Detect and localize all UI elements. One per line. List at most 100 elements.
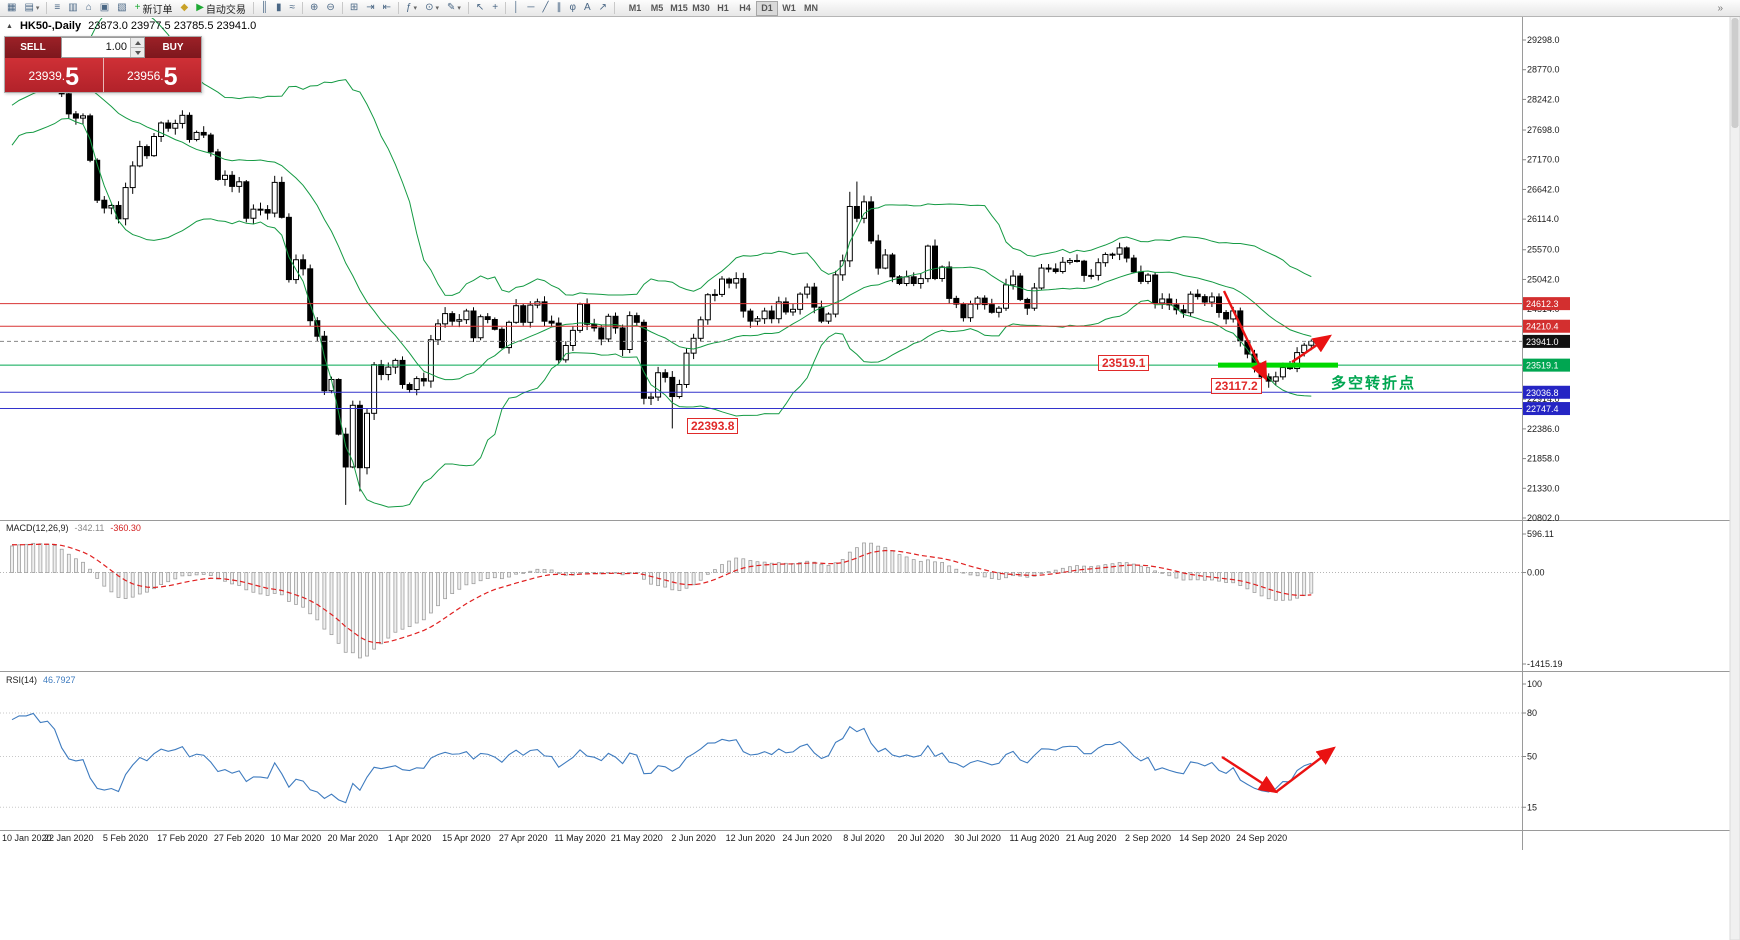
new-chart-button[interactable]: ▦ [3,1,20,16]
chart-note-annotation[interactable]: 多空转折点 [1331,375,1417,392]
chart-bars-icon: ║ [260,2,269,13]
timeframe-w1-button[interactable]: W1 [778,1,800,16]
chart-candles-button[interactable]: ▮ [272,1,286,16]
trendline-tool-icon: ╱ [542,2,549,13]
chart-line-icon: ≈ [289,2,296,13]
sell-price-button[interactable]: 23939. 5 [5,58,104,92]
templates-icon: ✎ [446,2,456,13]
data-window-icon: ▥ [68,2,78,13]
toolbar-separator [505,2,507,14]
zoom-in-button[interactable]: ⊕ [306,1,322,16]
svg-text:23036.8: 23036.8 [1526,388,1559,398]
timeframe-m30-button[interactable]: M30 [690,1,712,16]
triangle-down-icon [134,50,141,55]
svg-text:17 Feb 2020: 17 Feb 2020 [157,833,208,843]
timeframe-m1-button[interactable]: M1 [624,1,646,16]
buy-price-base: 23956. [126,69,164,83]
horizontal-levels [0,303,1522,410]
volume-value: 1.00 [105,41,127,53]
timeframe-d1-button[interactable]: D1 [756,0,779,16]
timeframe-m5-button[interactable]: M5 [646,1,668,16]
svg-text:28770.0: 28770.0 [1527,65,1560,75]
svg-text:21330.0: 21330.0 [1527,483,1560,493]
buy-button[interactable]: BUY [145,37,201,58]
metaeditor-icon: ◆ [180,2,189,13]
text-tool-button[interactable]: A [580,1,595,16]
auto-scroll-button[interactable]: ⇥ [362,1,378,16]
sell-button[interactable]: SELL [5,37,61,58]
volume-decrease-button[interactable] [131,47,144,57]
zoom-out-button[interactable]: ⊖ [322,1,338,16]
tile-windows-button[interactable]: ⊞ [346,1,362,16]
price-annotation-22393.8[interactable]: 22393.8 [687,418,739,434]
indicators-list-caret-icon: ▾ [413,5,418,12]
timeframe-m15-button[interactable]: M15 [668,1,690,16]
candles-layer [9,46,1315,505]
svg-text:2 Jun 2020: 2 Jun 2020 [671,833,716,843]
terminal-button[interactable]: ▣ [96,1,113,16]
autotrading-button[interactable]: ▶ 自动交易 [192,1,250,16]
market-watch-button[interactable]: ≡ [50,1,64,16]
svg-text:10 Mar 2020: 10 Mar 2020 [271,833,322,843]
collapse-chart-icon[interactable]: ▲ [6,22,13,30]
toolbar-overflow-icon[interactable]: » [1717,2,1723,14]
svg-text:24 Sep 2020: 24 Sep 2020 [1236,833,1287,843]
profiles-button[interactable]: ▤ ▾ [20,1,43,16]
zoom-out-icon: ⊖ [326,2,335,13]
periods-button[interactable]: ⊙ ▾ [421,1,443,16]
fibonacci-tool-button[interactable]: φ [565,1,579,16]
volume-stepper[interactable]: 1.00 [61,37,145,58]
trendline-tool-button[interactable]: ╱ [538,1,552,16]
bollinger-bands [11,18,1312,508]
macd-indicator-label: MACD(12,26,9) -342.11 -360.30 [6,523,141,533]
svg-text:0.00: 0.00 [1527,568,1545,578]
new-order-button[interactable]: + 新订单 [131,1,177,16]
macd-main-value: -342.11 [74,523,105,533]
templates-button[interactable]: ✎ ▾ [443,1,465,16]
svg-text:21 Aug 2020: 21 Aug 2020 [1066,833,1117,843]
volume-spinner [130,38,144,57]
indicators-list-button[interactable]: ƒ ▾ [402,1,421,16]
zoom-in-icon: ⊕ [310,2,319,13]
buy-price-button[interactable]: 23956. 5 [103,58,201,92]
svg-text:29298.0: 29298.0 [1527,35,1560,45]
svg-text:27698.0: 27698.0 [1527,125,1560,135]
arrows-tool-button[interactable]: ↗ [595,1,611,16]
chart-line-button[interactable]: ≈ [286,1,300,16]
trend-arrow [1221,755,1279,794]
trend-arrow [1291,334,1332,363]
new-order-icon: + [134,2,141,13]
rsi-name: RSI(14) [6,675,38,685]
price-axis: 29298.0 28770.0 28242.0 27698.0 27170.0 26642… [1522,35,1570,523]
cursor-tool-button[interactable]: ↖ [472,1,488,16]
chart-shift-button[interactable]: ⇤ [379,1,395,16]
volume-increase-button[interactable] [131,38,144,47]
crosshair-tool-button[interactable]: + [488,1,502,16]
cursor-tool-icon: ↖ [475,2,485,13]
timeframe-h1-button[interactable]: H1 [712,1,734,16]
main-price-pane [9,18,1315,508]
timeframe-mn-button[interactable]: MN [800,1,822,16]
chart-bars-button[interactable]: ║ [257,1,272,16]
metaeditor-button[interactable]: ◆ [177,1,193,16]
svg-text:22386.0: 22386.0 [1527,424,1560,434]
indicators-list-icon: ƒ [405,2,412,13]
trend-arrow [1222,290,1268,382]
horizontal-line-tool-button[interactable]: ─ [523,1,538,16]
price-annotation-23117.2[interactable]: 23117.2 [1211,378,1262,394]
navigator-button[interactable]: ⌂ [82,1,96,16]
vertical-line-tool-button[interactable]: │ [509,1,523,16]
macd-pane: 596.11 0.00 -1415.19 [0,529,1563,669]
price-annotation-23519.1[interactable]: 23519.1 [1098,355,1150,371]
symbol-ohlc-values: 23873.0 23977.5 23785.5 23941.0 [88,20,257,32]
autotrading-label: 自动交易 [205,4,246,16]
data-window-button[interactable]: ▥ [64,1,81,16]
strategy-tester-button[interactable]: ▧ [113,1,130,16]
svg-text:20802.0: 20802.0 [1527,513,1560,523]
timeframe-h4-button[interactable]: H4 [734,1,756,16]
svg-text:1 Apr 2020: 1 Apr 2020 [388,833,432,843]
channel-tool-button[interactable]: ∥ [552,1,565,16]
svg-text:22914.0: 22914.0 [1527,394,1560,404]
